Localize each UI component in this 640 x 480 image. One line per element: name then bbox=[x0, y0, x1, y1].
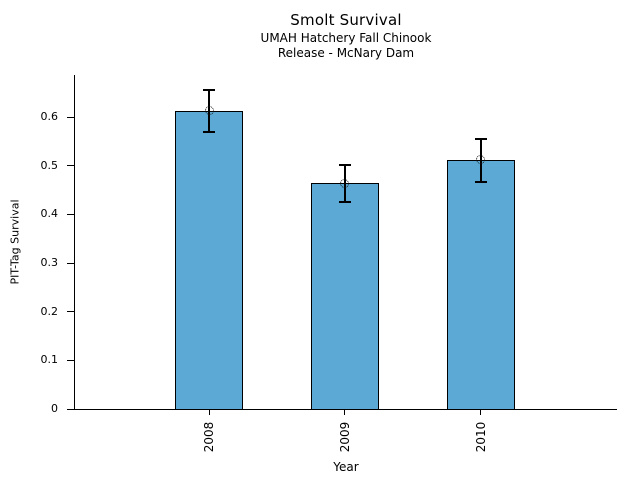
y-tick-mark bbox=[67, 165, 74, 167]
bar-2010 bbox=[446, 159, 515, 410]
x-tick-label-2009: 2009 bbox=[337, 421, 352, 453]
y-tick-label: 0.4 bbox=[40, 207, 59, 221]
y-axis-spine bbox=[74, 75, 76, 409]
y-tick-mark bbox=[67, 359, 74, 362]
y-tick-mark bbox=[67, 116, 74, 118]
mean-marker-2010 bbox=[476, 155, 485, 165]
y-tick-label: 0.5 bbox=[40, 158, 59, 172]
x-tick-mark-2009 bbox=[344, 410, 346, 415]
error-bar-cap-top-2009 bbox=[338, 164, 351, 167]
error-bar-cap-bottom-2010 bbox=[474, 181, 487, 184]
error-bar-cap-bottom-2009 bbox=[338, 201, 351, 204]
x-tick-label-2008: 2008 bbox=[202, 421, 216, 453]
chart-subtitle-line2: Release - McNary Dam bbox=[277, 46, 415, 60]
y-tick-label: 0.1 bbox=[40, 353, 59, 367]
chart-title: Smolt Survival bbox=[290, 11, 402, 29]
x-tick-mark-2010 bbox=[480, 410, 482, 415]
y-tick-label: 0 bbox=[51, 402, 58, 415]
y-tick-mark bbox=[67, 213, 74, 216]
x-tick-mark-2008 bbox=[208, 410, 210, 415]
y-tick-mark bbox=[67, 311, 74, 313]
y-tick-label: 0.3 bbox=[40, 256, 59, 269]
y-tick-label: 0.2 bbox=[40, 304, 59, 318]
chart-subtitle-line1: UMAH Hatchery Fall Chinook bbox=[260, 31, 432, 45]
y-tick-mark bbox=[67, 408, 74, 410]
y-tick-mark bbox=[67, 262, 74, 264]
bar-2008 bbox=[175, 110, 243, 410]
x-tick-label-2010: 2010 bbox=[473, 421, 488, 453]
mean-marker-2009 bbox=[340, 178, 350, 188]
error-bar-cap-top-2010 bbox=[474, 137, 487, 140]
x-axis-label: Year bbox=[333, 460, 359, 474]
error-bar-cap-bottom-2008 bbox=[203, 130, 215, 133]
bar-2009 bbox=[310, 183, 379, 410]
error-bar-cap-top-2008 bbox=[203, 89, 215, 92]
mean-marker-2008 bbox=[204, 106, 214, 116]
y-tick-label: 0.6 bbox=[40, 110, 59, 123]
